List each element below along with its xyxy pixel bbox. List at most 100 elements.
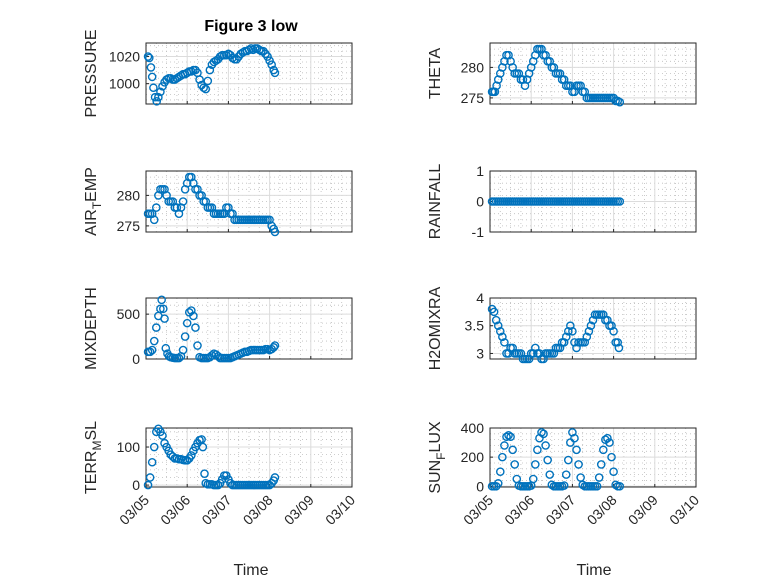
y-tick-label: 100 — [117, 439, 141, 455]
data-point — [178, 345, 188, 355]
data-point — [199, 83, 208, 93]
data-point — [198, 442, 208, 452]
data-point — [270, 473, 280, 482]
axes-frame — [145, 427, 353, 488]
data-point — [588, 315, 598, 325]
data-point — [152, 96, 162, 106]
data-point — [489, 307, 499, 317]
y-axis-label: PRESSURE — [83, 29, 100, 117]
data-point — [563, 455, 573, 465]
y-tick-label: 400 — [461, 420, 485, 436]
y-axis-label-subscript: T — [90, 201, 104, 209]
data-point — [156, 304, 165, 314]
data-point — [582, 332, 592, 342]
data-point — [599, 310, 608, 319]
data-point — [572, 445, 581, 455]
x-tick-label: 03/10 — [666, 492, 702, 528]
data-point — [498, 332, 507, 342]
data-point — [559, 481, 569, 490]
panel-theta: 275 280 THETA — [427, 42, 697, 107]
y-tick-label: 1 — [476, 163, 484, 179]
data-point — [535, 349, 544, 358]
data-point — [187, 306, 196, 315]
x-tick-label: 03/07 — [542, 492, 578, 528]
data-point — [578, 480, 588, 490]
data-point — [493, 321, 503, 331]
data-point — [213, 480, 223, 490]
y-axis-label-main: AIR — [83, 209, 100, 236]
y-axis-label-subscript: M — [90, 441, 104, 451]
y-axis-label-tail: SL — [83, 421, 100, 441]
data-point — [143, 480, 153, 490]
data-point — [584, 326, 594, 336]
data-point — [150, 92, 160, 102]
data-point — [147, 72, 157, 82]
data-point — [586, 321, 596, 331]
y-axis-label: RAINFALL — [427, 164, 444, 240]
data-point — [149, 215, 159, 225]
data-point — [566, 321, 575, 331]
data-point — [180, 332, 190, 341]
x-tick-label: 03/06 — [501, 492, 537, 528]
data-point — [563, 326, 573, 336]
data-point — [572, 343, 581, 353]
y-axis-label: THETA — [427, 48, 444, 100]
data-point — [191, 323, 200, 332]
data-point — [533, 445, 542, 455]
x-tick-label: 03/05 — [116, 492, 152, 528]
data-point — [555, 343, 565, 353]
data-point — [545, 470, 555, 479]
data-point — [160, 314, 169, 323]
data-point — [609, 326, 618, 336]
data-point — [599, 445, 608, 455]
data-point — [561, 332, 571, 342]
y-axis-label-main: SUN — [427, 460, 444, 494]
x-tick-label: 03/08 — [584, 492, 620, 528]
x-tick-label: 03/09 — [281, 492, 317, 528]
data-point — [596, 460, 606, 469]
y-tick-label: 275 — [461, 90, 485, 106]
data-point — [592, 481, 602, 491]
y-tick-label: 200 — [461, 449, 485, 465]
data-point — [547, 480, 557, 490]
data-point — [146, 63, 156, 72]
data-point — [147, 457, 157, 467]
data-point — [568, 428, 577, 437]
data-point — [270, 227, 280, 237]
data-point — [570, 338, 579, 347]
x-tick-label: 03/07 — [198, 492, 234, 528]
data-point — [615, 97, 625, 107]
data-point — [492, 81, 501, 90]
data-point — [178, 197, 188, 206]
data-point — [541, 441, 550, 450]
y-axis-label-subscript: F — [434, 453, 448, 460]
data-point — [187, 451, 196, 460]
y-axis-label: AIRTEMP — [83, 167, 104, 236]
x-axis-label-right: Time — [577, 562, 612, 579]
data-point — [195, 75, 204, 84]
data-point — [607, 452, 616, 462]
data-point — [158, 431, 167, 440]
data-point — [603, 315, 612, 325]
data-point — [605, 438, 614, 447]
y-tick-label: 1000 — [109, 76, 140, 92]
data-point — [149, 336, 159, 346]
data-point — [611, 480, 620, 490]
data-point — [500, 338, 509, 347]
y-axis-label: MIXDEPTH — [83, 287, 100, 370]
y-axis-label: TERRMSL — [83, 421, 104, 494]
data-point — [203, 76, 213, 86]
y-axis-label-tail: LUX — [427, 421, 444, 452]
data-point — [189, 311, 198, 321]
data-point — [149, 442, 159, 452]
data-point — [269, 343, 279, 352]
panel-terr-msl: 0 100 03/05 03/06 03/07 03/08 03/09 03/10 TERRMS… — [83, 421, 358, 528]
data-point — [537, 428, 546, 437]
data-point — [524, 354, 534, 364]
y-tick-label: 3.5 — [465, 318, 485, 334]
data-point — [493, 479, 503, 488]
data-point — [201, 84, 211, 94]
data-point — [491, 315, 501, 325]
